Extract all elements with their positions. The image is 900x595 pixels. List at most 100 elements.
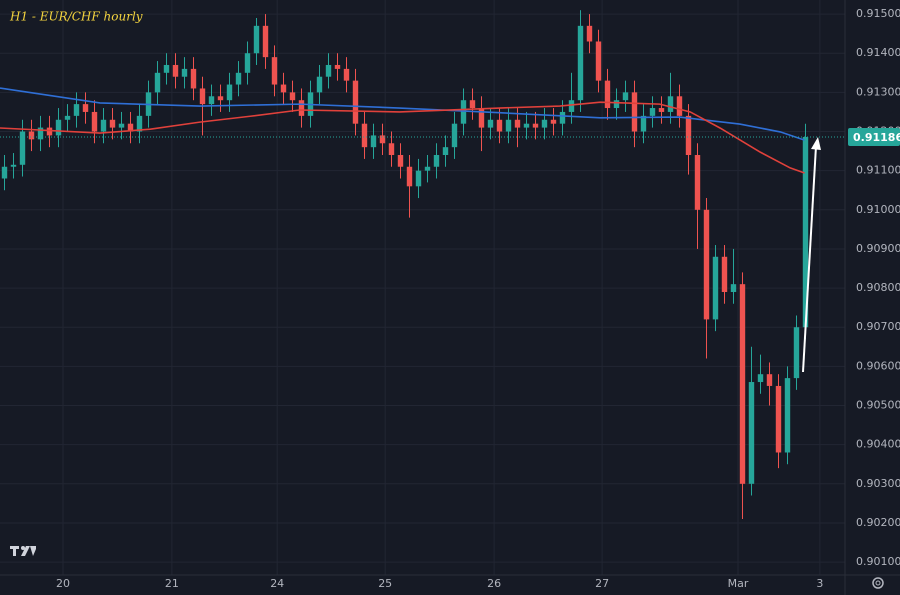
candle-body	[523, 123, 530, 128]
x-tick-label: 3	[816, 577, 823, 590]
candle-body	[190, 68, 197, 89]
candle-body	[541, 119, 548, 128]
candle-body	[361, 123, 368, 148]
candle-body	[226, 84, 233, 101]
y-tick-label: 0.91000	[856, 203, 900, 216]
y-tick-label: 0.90500	[856, 399, 900, 412]
candle-body	[460, 100, 467, 124]
candle-body	[100, 119, 107, 132]
candle-body	[748, 382, 755, 484]
candle-body	[154, 72, 161, 93]
candle-body	[136, 115, 143, 132]
chart-title: H1 - EUR/CHF hourly	[9, 10, 143, 24]
candle-body	[10, 164, 17, 167]
candle-body	[613, 100, 620, 109]
candle-body	[46, 127, 53, 136]
candle-body	[28, 131, 35, 140]
candle-body	[478, 108, 485, 128]
x-tick-label: 26	[487, 577, 501, 590]
candle-body	[739, 284, 746, 484]
candle-body	[496, 119, 503, 132]
candle-body	[91, 111, 98, 132]
candle-body	[784, 378, 791, 453]
candle-body	[532, 123, 539, 128]
moving-average-line	[0, 101, 805, 174]
annotation-arrow	[802, 145, 817, 373]
candle-body	[433, 155, 440, 167]
x-tick-label: 25	[378, 577, 392, 590]
y-tick-label: 0.91500	[856, 7, 900, 20]
candle-body	[757, 374, 764, 383]
candle-body	[766, 374, 773, 386]
candle-body	[235, 72, 242, 85]
last-price-box	[848, 127, 900, 146]
y-tick-label: 0.90800	[856, 281, 900, 294]
candle-body	[172, 64, 179, 77]
candle-body	[415, 170, 422, 187]
candle-body	[199, 88, 206, 105]
x-tick-label: 21	[165, 577, 179, 590]
candle-body	[127, 123, 134, 132]
candle-body	[559, 111, 566, 124]
candle-body	[658, 108, 665, 112]
marks	[0, 10, 809, 520]
x-tick-label: 24	[270, 577, 284, 590]
x-tick-label: 20	[56, 577, 70, 590]
settings-icon[interactable]	[872, 577, 884, 589]
y-tick-label: 0.90700	[856, 320, 900, 333]
candle-body	[1, 166, 8, 179]
candle-body	[82, 104, 89, 112]
arrow-head	[811, 137, 821, 150]
y-tick-label: 0.90100	[856, 555, 900, 568]
candle-body	[217, 96, 224, 101]
candle-body	[334, 64, 341, 69]
candle-body	[469, 100, 476, 109]
candle-body	[271, 57, 278, 85]
last-price-label: 0.91186	[853, 131, 900, 144]
y-tick-label: 0.90900	[856, 242, 900, 255]
x-tick-label: 27	[595, 577, 609, 590]
candle-body	[649, 108, 656, 116]
candle-body	[505, 119, 512, 132]
candle-body	[703, 209, 710, 320]
candle-body	[694, 155, 701, 210]
candle-body	[640, 115, 647, 132]
y-tick-label: 0.90300	[856, 477, 900, 490]
candle-body	[685, 115, 692, 156]
candle-body	[280, 84, 287, 93]
candle-body	[676, 96, 683, 116]
y-tick-label: 0.90200	[856, 516, 900, 529]
logo	[10, 546, 36, 556]
candle-body	[568, 100, 575, 112]
candle-body	[289, 92, 296, 101]
candle-body	[397, 155, 404, 167]
candle-body	[802, 136, 809, 328]
x-tick-label: Mar	[728, 577, 749, 590]
candle-body	[208, 96, 215, 105]
candle-body	[730, 284, 737, 293]
candle-body	[262, 25, 269, 58]
candle-body	[622, 92, 629, 101]
candle-body	[514, 119, 521, 128]
candle-body	[721, 256, 728, 293]
candle-body	[388, 143, 395, 156]
candle-body	[487, 119, 494, 128]
candle-body	[64, 115, 71, 120]
candle-body	[577, 25, 584, 101]
candle-body	[118, 123, 125, 128]
candle-body	[586, 25, 593, 42]
candle-body	[244, 53, 251, 73]
candle-body	[109, 119, 116, 128]
candle-body	[298, 100, 305, 116]
moving-average-line	[0, 87, 805, 141]
candle-body	[604, 80, 611, 109]
candle-body	[352, 80, 359, 124]
candle-body	[424, 166, 431, 171]
candle-body	[343, 68, 350, 81]
candle-body	[631, 92, 638, 132]
y-tick-label: 0.90400	[856, 438, 900, 451]
candle-body	[793, 327, 800, 379]
candle-body	[181, 68, 188, 77]
candle-body	[73, 104, 80, 116]
